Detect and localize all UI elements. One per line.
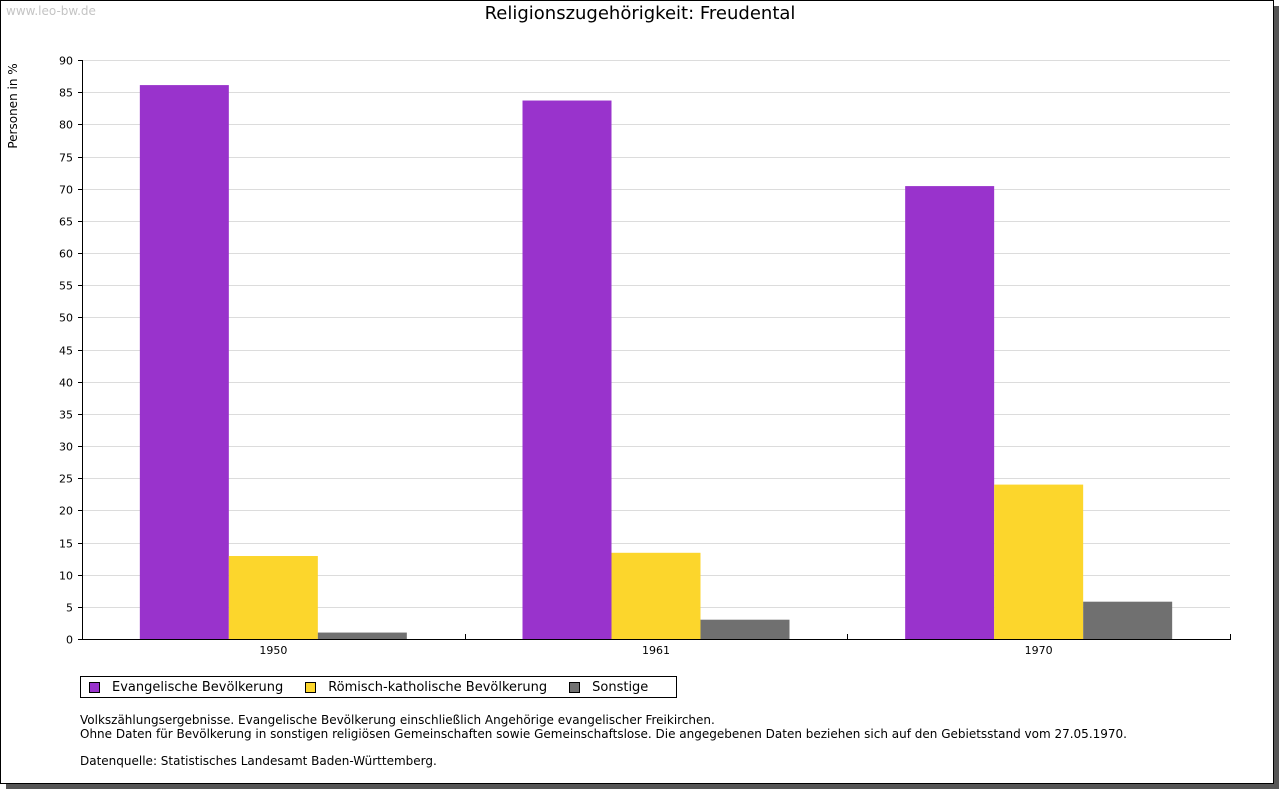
bar-1-1	[611, 552, 701, 639]
x-tick-label: 1950	[259, 644, 287, 657]
data-source: Datenquelle: Statistisches Landesamt Bad…	[80, 754, 437, 768]
chart-title: Religionszugehörigkeit: Freudental	[484, 3, 796, 24]
bar-1-0	[522, 100, 612, 639]
y-tick-label: 40	[59, 377, 73, 390]
y-tick-label: 55	[59, 280, 73, 293]
y-tick-label: 75	[59, 152, 73, 165]
y-tick-label: 25	[59, 473, 73, 486]
legend-swatch	[305, 681, 317, 693]
legend-swatch	[569, 681, 581, 693]
bar-0-1	[228, 556, 318, 639]
legend-swatch	[89, 681, 100, 693]
note-line-1: Volkszählungsergebnisse. Evangelische Be…	[80, 713, 715, 727]
legend-label: Evangelische Bevölkerung	[112, 679, 284, 695]
watermark: www.leo-bw.de	[6, 4, 96, 18]
y-tick-label: 90	[59, 55, 73, 68]
bar-2-0	[905, 186, 995, 640]
y-tick-label: 60	[59, 248, 73, 261]
y-tick-label: 15	[59, 538, 73, 551]
y-tick-label: 45	[59, 345, 73, 358]
y-tick-label: 20	[59, 505, 73, 518]
y-tick-label: 80	[59, 119, 73, 132]
y-tick-label: 85	[59, 87, 73, 100]
y-tick-label: 70	[59, 184, 73, 197]
legend-item-evangelisch: Evangelische Bevölkerung	[89, 680, 283, 695]
y-tick-label: 50	[59, 312, 73, 325]
legend: Evangelische Bevölkerung Römisch-katholi…	[80, 676, 677, 698]
y-tick-label: 10	[59, 570, 73, 583]
y-tick-label: 0	[66, 634, 73, 647]
legend-label: Sonstige	[592, 679, 649, 695]
legend-item-katholisch: Römisch-katholische Bevölkerung	[305, 680, 547, 695]
legend-label: Römisch-katholische Bevölkerung	[328, 679, 548, 695]
axes: 0 5 10 15 20 25 30 35 40 45 50 55 60 65 70 75 80 85 90 1950…	[59, 55, 1231, 657]
note-line-2: Ohne Daten für Bevölkerung in sonstigen …	[80, 727, 1127, 741]
y-tick-label: 5	[66, 602, 73, 615]
bar-2-2	[1083, 601, 1173, 639]
bar-0-2	[317, 632, 407, 639]
bar-0-0	[139, 85, 229, 640]
y-tick-label: 30	[59, 441, 73, 454]
y-tick-label: 65	[59, 216, 73, 229]
bar-1-2	[700, 619, 790, 639]
x-tick-label: 1970	[1025, 644, 1053, 657]
x-tick-label: 1961	[642, 644, 670, 657]
frame-shadow-bottom	[6, 784, 1279, 789]
y-axis-label: Personen in %	[6, 63, 20, 148]
chart-notes: Volkszählungsergebnisse. Evangelische Be…	[80, 713, 1127, 768]
frame-shadow-right	[1274, 6, 1279, 789]
legend-item-sonstige: Sonstige	[569, 680, 648, 695]
bars	[139, 85, 1173, 640]
y-tick-label: 35	[59, 409, 73, 422]
bar-2-1	[994, 484, 1084, 639]
